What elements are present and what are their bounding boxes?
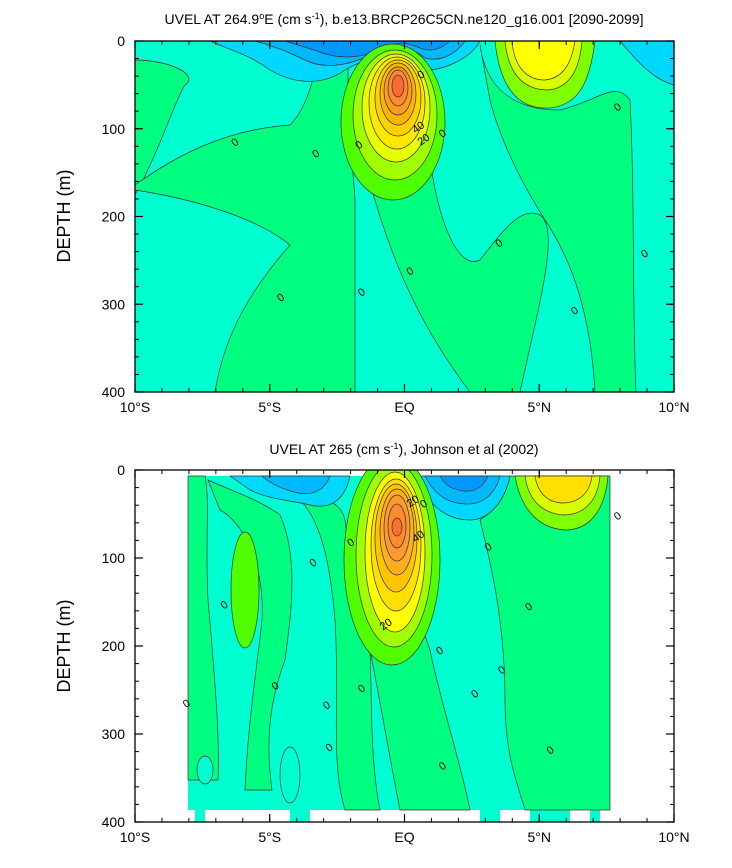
bottom-contour-label-0: 0	[181, 697, 193, 710]
bottom-deep-pocket-2	[279, 746, 301, 804]
bottom-ytick-label-1: 100	[102, 550, 126, 566]
bottom-ylabel: DEPTH (m)	[54, 600, 74, 693]
bottom-xtick-label-2: EQ	[394, 829, 414, 845]
bottom-contour-label-1: 0	[219, 599, 231, 612]
top-contour-label-9: 0	[356, 286, 368, 299]
top-contour-label-12: 40	[410, 119, 427, 136]
bottom-contour-label-13: 0	[523, 601, 535, 614]
bottom-region-central-west-green	[207, 479, 293, 791]
top-xtick-label-4: 10°N	[658, 399, 689, 415]
top-region-west-green	[135, 59, 190, 196]
bottom-contour-label-19: 20	[378, 616, 395, 633]
bottom-xtick-label-4: 10°N	[658, 829, 689, 845]
top-ytick-label-0: 0	[117, 33, 125, 49]
bottom-contour-label-14: 0	[545, 744, 557, 757]
bottom-west-positive-cell	[230, 531, 260, 649]
bottom-ytick-label-2: 200	[102, 638, 126, 654]
bottom-contour-label-10: 0	[469, 688, 481, 701]
top-contour-label-6: 0	[612, 101, 624, 114]
top-contour-label-11: 0	[569, 305, 581, 318]
bottom-xtick-label-0: 10°S	[120, 829, 151, 845]
top-ytick-label-2: 200	[102, 209, 126, 225]
bottom-contour-label-3: 0	[307, 557, 319, 570]
top-ne-jet-3	[511, 41, 576, 81]
top-ytick-label-4: 400	[102, 384, 126, 400]
bottom-ytick-label-4: 400	[102, 814, 126, 830]
top-contour-label-5: 0	[493, 237, 505, 250]
bottom-contour-label-12: 0	[496, 664, 508, 677]
bottom-contour-label-5: 0	[324, 741, 336, 754]
bottom-region-west-green	[187, 475, 219, 781]
bottom-contour-label-11: 0	[483, 541, 495, 554]
bottom-contour-label-4: 0	[321, 699, 333, 712]
top-xtick-label-2: EQ	[394, 399, 414, 415]
bottom-contour-label-15: 0	[612, 510, 624, 523]
top-contour-label-10: 0	[405, 265, 417, 278]
top-contour-label-8: 0	[275, 291, 287, 304]
bottom-band-west-2	[261, 475, 331, 495]
bottom-ne-jet-3	[534, 475, 593, 504]
bottom-xtick-label-1: 5°S	[258, 829, 281, 845]
bottom-region-center-green	[299, 497, 381, 811]
bottom-contour-label-18: 40	[410, 528, 427, 545]
top-xtick-label-0: 10°S	[120, 399, 151, 415]
top-xtick-label-3: 5°N	[528, 399, 552, 415]
bottom-contour-label-9: 0	[437, 760, 449, 773]
bottom-ytick-label-0: 0	[117, 462, 125, 478]
bottom-title: UVEL AT 265 (cm s-1), Johnson et al (200…	[269, 441, 538, 457]
top-contour-label-0: 0	[229, 136, 241, 149]
bottom-contour-label-6: 0	[345, 536, 357, 549]
bottom-contour-label-17: 0	[418, 498, 430, 511]
bottom-contour-label-16: 20	[405, 493, 422, 510]
top-contour-label-2: 0	[353, 139, 365, 152]
top-contour-label-4: 0	[437, 127, 449, 140]
top-xtick-label-1: 5°S	[258, 399, 281, 415]
top-contour-label-7: 0	[639, 248, 651, 261]
top-contour-label-1: 0	[310, 147, 322, 160]
top-title: UVEL AT 264.9oE (cm s-1), b.e13.BRCP26C5…	[165, 11, 644, 27]
bottom-euc-core	[391, 517, 403, 537]
top-region-northeast-green	[479, 44, 637, 392]
top-ytick-label-3: 300	[102, 296, 126, 312]
top-contour-label-13: 20	[415, 132, 432, 149]
top-ytick-label-1: 100	[102, 121, 126, 137]
bottom-contour-label-7: 0	[356, 682, 368, 695]
bottom-contour-label-8: 0	[434, 645, 446, 658]
top-ylabel: DEPTH (m)	[54, 170, 74, 263]
bottom-band-east-3	[439, 475, 489, 492]
top-euc-core	[391, 74, 405, 98]
top-contour-label-3: 0	[415, 68, 427, 81]
bottom-deep-pocket-1	[196, 755, 214, 785]
bottom-ytick-label-3: 300	[102, 726, 126, 742]
bottom-contour-label-2: 0	[270, 680, 282, 693]
top-panel: UVEL AT 264.9oE (cm s-1), b.e13.BRCP26C5…	[54, 11, 690, 415]
bottom-panel: UVEL AT 265 (cm s-1), Johnson et al (200…	[54, 441, 690, 845]
bottom-xtick-label-3: 5°N	[528, 829, 552, 845]
